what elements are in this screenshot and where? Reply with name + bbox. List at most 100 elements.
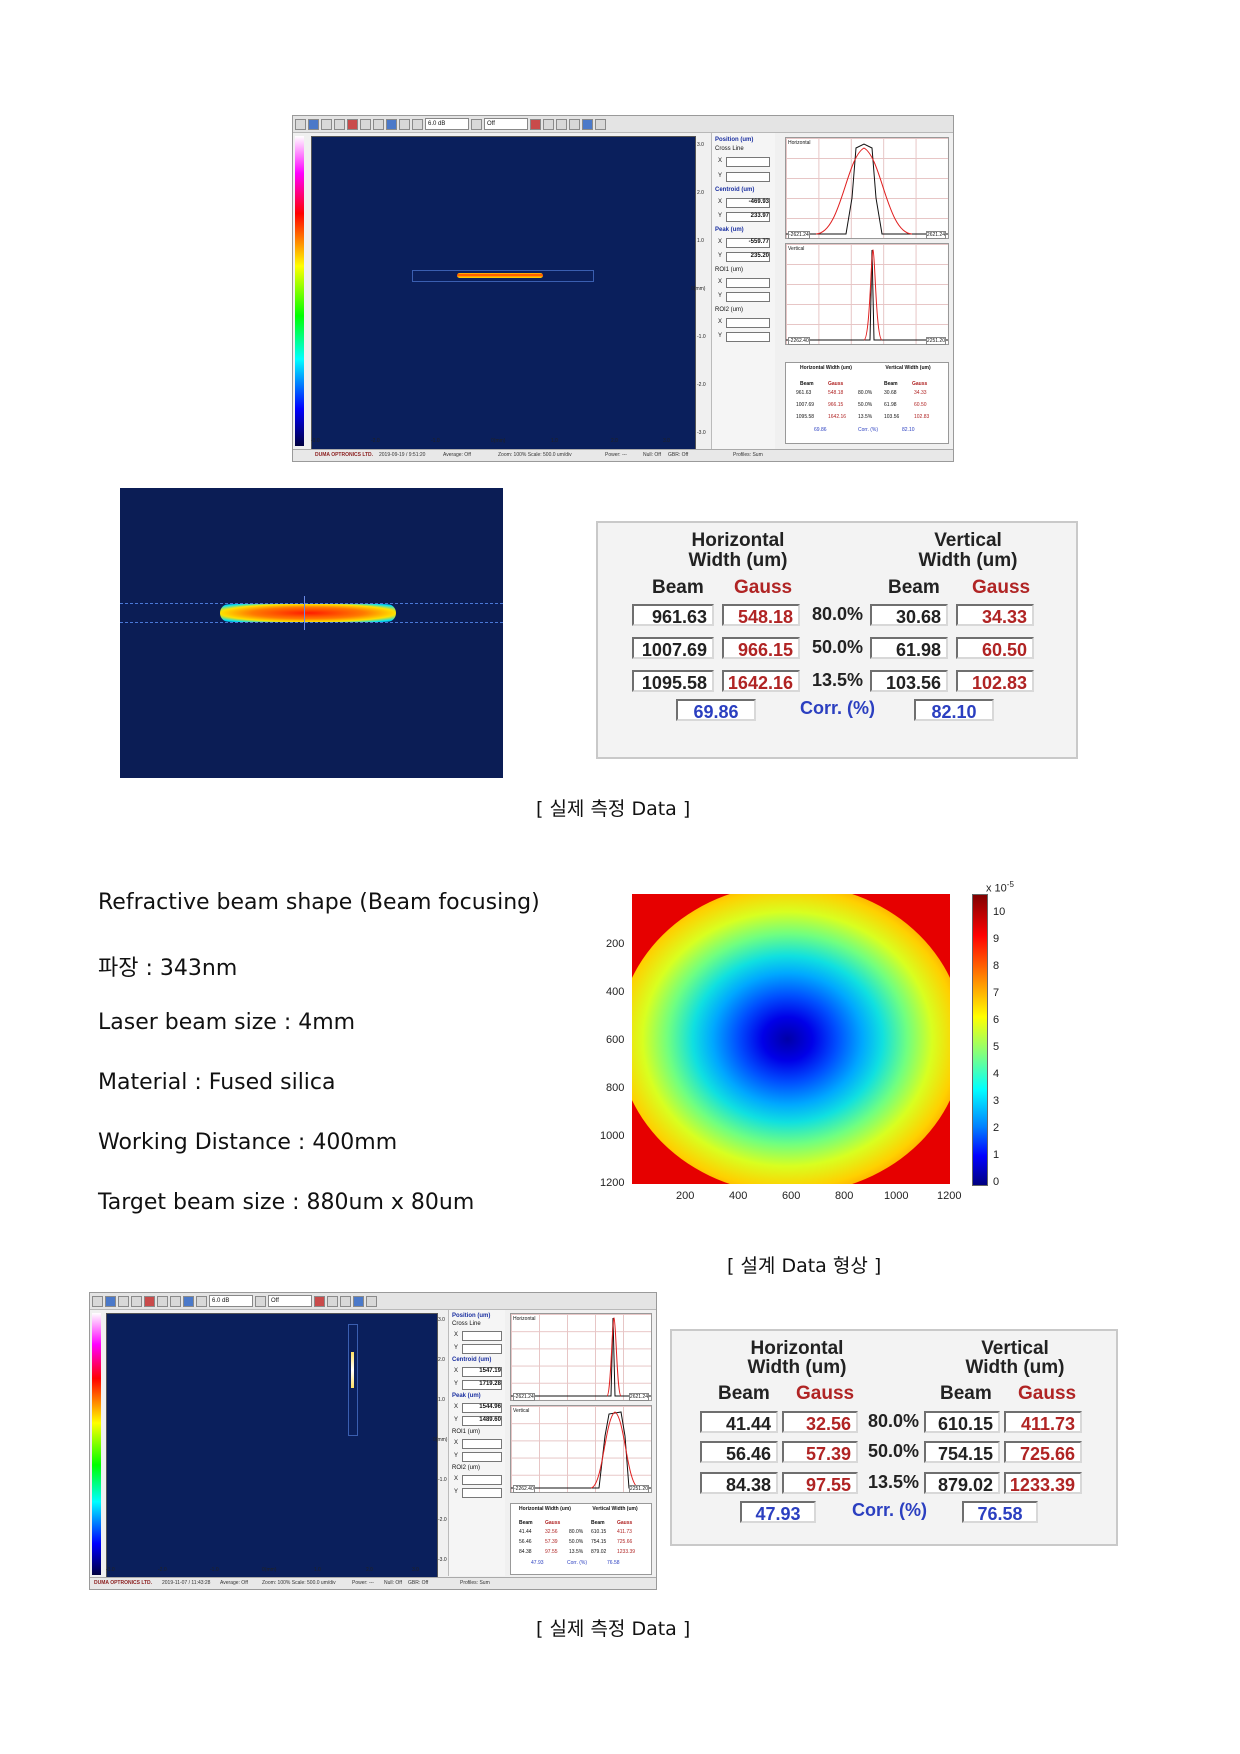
centroid-x-field[interactable]: 1547.19 bbox=[462, 1367, 502, 1377]
beam-width-cell[interactable]: 84.38 bbox=[700, 1472, 778, 1495]
beam-width-cell[interactable]: 754.15 bbox=[924, 1441, 1000, 1464]
beam-width-cell[interactable]: 61.98 bbox=[870, 637, 948, 660]
roi1-y-field[interactable] bbox=[462, 1452, 502, 1462]
off-select[interactable]: Off bbox=[268, 1295, 312, 1307]
beam-width-cell[interactable]: 1007.69 bbox=[632, 637, 714, 660]
centroid-x-field[interactable]: -469.93 bbox=[726, 198, 770, 208]
roi1-x-field[interactable] bbox=[726, 278, 770, 288]
zoom-in-icon[interactable] bbox=[157, 1295, 168, 1307]
mini-v-head: Vertical Width (um) bbox=[885, 365, 931, 371]
corr-vertical[interactable]: 82.10 bbox=[914, 699, 994, 722]
corr-horizontal[interactable]: 69.86 bbox=[676, 699, 756, 722]
roi-icon[interactable] bbox=[412, 118, 423, 130]
peak-y-field[interactable]: 1489.60 bbox=[462, 1416, 502, 1426]
layout-icon[interactable] bbox=[569, 118, 580, 130]
sound-icon[interactable] bbox=[327, 1295, 338, 1307]
cross-y-field[interactable] bbox=[726, 172, 770, 182]
print-icon[interactable] bbox=[131, 1295, 142, 1307]
beam-width-cell[interactable]: 103.56 bbox=[870, 670, 948, 693]
help-icon[interactable] bbox=[366, 1295, 377, 1307]
company-label: DUMA OPTRONICS LTD. bbox=[315, 452, 374, 458]
status-null: Null: Off bbox=[643, 452, 661, 458]
gauss-width-cell[interactable]: 548.18 bbox=[722, 604, 800, 627]
window-icon[interactable] bbox=[340, 1295, 351, 1307]
gauss-width-cell[interactable]: 60.50 bbox=[956, 637, 1034, 660]
gauss-width-cell[interactable]: 1642.16 bbox=[722, 670, 800, 693]
window-icon[interactable] bbox=[556, 118, 567, 130]
roi1-x-field[interactable] bbox=[462, 1439, 502, 1449]
peak-icon[interactable] bbox=[399, 118, 410, 130]
spec-wavelength: 파장 : 343nm bbox=[98, 956, 238, 981]
beam-width-cell[interactable]: 961.63 bbox=[632, 604, 714, 627]
x-label: X bbox=[454, 1332, 459, 1338]
help-icon[interactable] bbox=[595, 118, 606, 130]
peak-y-field[interactable]: 235.20 bbox=[726, 252, 770, 262]
settings-icon[interactable] bbox=[471, 118, 482, 130]
zoom-in-icon[interactable] bbox=[360, 118, 371, 130]
roi1-y-field[interactable] bbox=[726, 292, 770, 302]
mini-cell: 754.15 bbox=[591, 1539, 607, 1545]
v-axis-right: 2251.20 bbox=[925, 337, 946, 345]
beam-width-cell[interactable]: 56.46 bbox=[700, 1441, 778, 1464]
spec-laser-size: Laser beam size : 4mm bbox=[98, 1010, 356, 1035]
beam-width-cell[interactable]: 41.44 bbox=[700, 1411, 778, 1434]
mini-pct: 50.0% bbox=[569, 1539, 584, 1545]
open-icon[interactable] bbox=[295, 118, 306, 130]
status-gbr: GBR: Off bbox=[668, 452, 689, 458]
stop-icon[interactable] bbox=[314, 1295, 325, 1307]
cross-x-field[interactable] bbox=[462, 1331, 502, 1341]
gauss-width-cell[interactable]: 97.55 bbox=[782, 1472, 858, 1495]
save-icon[interactable] bbox=[321, 118, 332, 130]
beam-width-cell[interactable]: 610.15 bbox=[924, 1411, 1000, 1434]
peak-x-field[interactable]: -559.77 bbox=[726, 238, 770, 248]
corr-vertical[interactable]: 76.58 bbox=[962, 1501, 1038, 1524]
centroid-y-field[interactable]: 233.97 bbox=[726, 212, 770, 222]
zoom-out-icon[interactable] bbox=[170, 1295, 181, 1307]
open-icon[interactable] bbox=[92, 1295, 103, 1307]
centroid-y-field[interactable]: 1719.28 bbox=[462, 1380, 502, 1390]
zoom-out-icon[interactable] bbox=[373, 118, 384, 130]
centroid-label: Centroid (um) bbox=[452, 1357, 492, 1363]
gauss-width-cell[interactable]: 34.33 bbox=[956, 604, 1034, 627]
gauss-width-cell[interactable]: 1233.39 bbox=[1004, 1472, 1082, 1495]
roi2-x-field[interactable] bbox=[462, 1475, 502, 1485]
off-select[interactable]: Off bbox=[484, 118, 528, 130]
gauss-width-cell[interactable]: 102.83 bbox=[956, 670, 1034, 693]
peak-x-field[interactable]: 1544.96 bbox=[462, 1403, 502, 1413]
peak-icon[interactable] bbox=[196, 1295, 207, 1307]
beam-width-cell[interactable]: 30.68 bbox=[870, 604, 948, 627]
print-icon[interactable] bbox=[334, 118, 345, 130]
record-icon[interactable] bbox=[144, 1295, 155, 1307]
gauss-width-cell[interactable]: 57.39 bbox=[782, 1441, 858, 1464]
roi2-y-field[interactable] bbox=[726, 332, 770, 342]
db-select[interactable]: 6.0 dB bbox=[209, 1295, 253, 1307]
mini-cell: 30.68 bbox=[884, 390, 897, 396]
gauss-label: Gauss bbox=[972, 577, 1031, 598]
db-select[interactable]: 6.0 dB bbox=[425, 118, 469, 130]
export-icon[interactable] bbox=[353, 1295, 364, 1307]
save-icon[interactable] bbox=[118, 1295, 129, 1307]
settings-icon[interactable] bbox=[255, 1295, 266, 1307]
export-icon[interactable] bbox=[582, 118, 593, 130]
stop-icon[interactable] bbox=[530, 118, 541, 130]
gauss-width-cell[interactable]: 32.56 bbox=[782, 1411, 858, 1434]
gauss-width-cell[interactable]: 966.15 bbox=[722, 637, 800, 660]
camera-icon[interactable] bbox=[105, 1295, 116, 1307]
mini-pct: 50.0% bbox=[858, 402, 873, 408]
beam-width-cell[interactable]: 1095.58 bbox=[632, 670, 714, 693]
sound-icon[interactable] bbox=[543, 118, 554, 130]
gauss-width-cell[interactable]: 411.73 bbox=[1004, 1411, 1082, 1434]
cross-y-field[interactable] bbox=[462, 1344, 502, 1354]
roi2-x-field[interactable] bbox=[726, 318, 770, 328]
corr-horizontal[interactable]: 47.93 bbox=[740, 1501, 816, 1524]
record-icon[interactable] bbox=[347, 118, 358, 130]
camera-icon[interactable] bbox=[308, 118, 319, 130]
gauss-width-cell[interactable]: 725.66 bbox=[1004, 1441, 1082, 1464]
x-tick: 2.0 bbox=[366, 1567, 373, 1573]
cross-x-field[interactable] bbox=[726, 157, 770, 167]
beam-width-cell[interactable]: 879.02 bbox=[924, 1472, 1000, 1495]
crosshair-icon[interactable] bbox=[183, 1295, 194, 1307]
roi2-y-field[interactable] bbox=[462, 1488, 502, 1498]
mini-gauss-label: Gauss bbox=[828, 381, 844, 387]
crosshair-icon[interactable] bbox=[386, 118, 397, 130]
